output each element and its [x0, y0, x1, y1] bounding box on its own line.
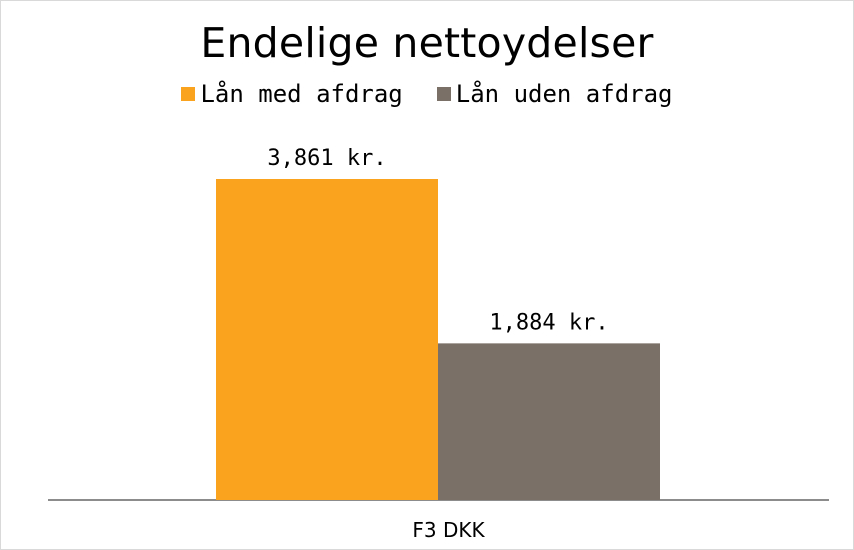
legend-label-series-1: Lån med afdrag: [200, 80, 403, 108]
legend-item-series-2: Lån uden afdrag: [436, 80, 673, 108]
legend-swatch-series-2: [436, 87, 451, 101]
legend-label-series-2: Lån uden afdrag: [455, 80, 673, 108]
chart-legend: Lån med afdrag Lån uden afdrag: [1, 78, 853, 110]
bar-series-2: [438, 343, 660, 500]
data-label-series-2: 1,884 kr.: [489, 310, 608, 335]
chart-title: Endelige nettoydelser: [200, 19, 654, 67]
data-label-series-1: 3,861 kr.: [267, 146, 386, 171]
legend-swatch-series-1: [181, 87, 196, 101]
bar-series-1: [216, 179, 438, 500]
category-label: F3 DKK: [412, 518, 485, 542]
legend-item-series-1: Lån med afdrag: [181, 80, 403, 108]
